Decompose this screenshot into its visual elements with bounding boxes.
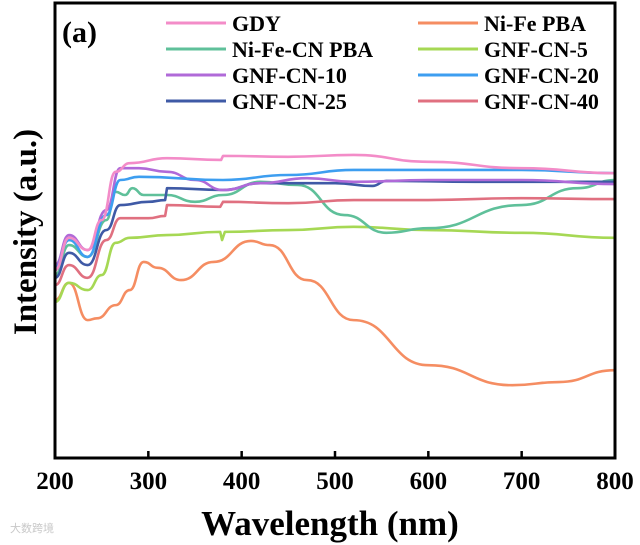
legend-item: GNF-CN-40	[418, 89, 599, 114]
legend-label: GNF-CN-5	[484, 37, 588, 62]
x-tick-label: 300	[130, 468, 168, 495]
legend-item: GNF-CN-25	[166, 89, 347, 114]
legend-item: GNF-CN-20	[418, 63, 599, 88]
x-tick-label: 600	[410, 468, 448, 495]
series-line-gdy	[54, 153, 616, 272]
watermark: 大数跨境	[10, 521, 54, 535]
legend: GDY Ni-Fe PBA Ni-Fe-CN PBA GNF-CN-5 GNF-CN-1…	[166, 11, 599, 114]
series-line-gnf-cn-5	[54, 225, 616, 304]
legend-label: GNF-CN-20	[484, 63, 599, 88]
x-tick-label: 400	[223, 468, 261, 495]
series-line-gnf-cn-20	[54, 168, 616, 270]
series-line-ni-fe-cn-pba	[54, 178, 616, 277]
legend-item: GNF-CN-5	[418, 37, 588, 62]
series-line-gnf-cn-25	[54, 179, 615, 280]
y-axis-label: Intensity (a.u.)	[8, 129, 44, 335]
x-tick-label: 700	[503, 468, 541, 495]
x-tick-label: 800	[596, 468, 634, 495]
series-line-gnf-cn-40	[54, 196, 616, 287]
legend-label: Ni-Fe-CN PBA	[232, 37, 373, 62]
x-tick-label: 500	[316, 468, 354, 495]
series-layer	[54, 153, 616, 387]
legend-label: GNF-CN-10	[232, 63, 347, 88]
panel-label: (a)	[62, 16, 97, 49]
legend-label: Ni-Fe PBA	[484, 11, 586, 36]
series-line-ni-fe-pba	[54, 239, 616, 387]
legend-item: GDY	[166, 11, 281, 36]
x-axis-label: Wavelength (nm)	[201, 504, 459, 543]
legend-label: GDY	[232, 11, 281, 36]
x-ticks: 200 300 400 500 600 700 800	[36, 451, 634, 495]
legend-label: GNF-CN-40	[484, 89, 599, 114]
legend-item: Ni-Fe-CN PBA	[166, 37, 373, 62]
legend-item: Ni-Fe PBA	[418, 11, 586, 36]
legend-label: GNF-CN-25	[232, 89, 347, 114]
legend-item: GNF-CN-10	[166, 63, 347, 88]
x-tick-label: 200	[36, 468, 74, 495]
